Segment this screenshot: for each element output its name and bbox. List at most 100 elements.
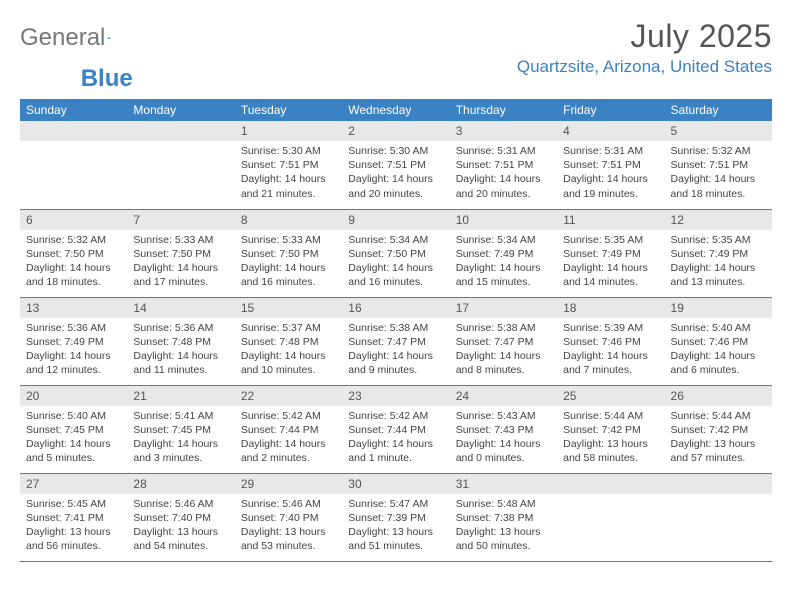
day-number: 10 — [450, 210, 557, 230]
day-info: Sunrise: 5:45 AMSunset: 7:41 PMDaylight:… — [20, 494, 127, 559]
calendar-header-row: SundayMondayTuesdayWednesdayThursdayFrid… — [20, 99, 772, 121]
day-number: 14 — [127, 298, 234, 318]
day-number: 23 — [342, 386, 449, 406]
day-number: 19 — [665, 298, 772, 318]
day-number-empty — [20, 121, 127, 141]
brand-blue: Blue — [81, 65, 133, 93]
day-info: Sunrise: 5:33 AMSunset: 7:50 PMDaylight:… — [127, 230, 234, 295]
calendar-week-row: 13Sunrise: 5:36 AMSunset: 7:49 PMDayligh… — [20, 297, 772, 385]
calendar-cell: 9Sunrise: 5:34 AMSunset: 7:50 PMDaylight… — [342, 209, 449, 297]
wave-icon — [107, 29, 111, 47]
brand-general: General — [20, 24, 105, 52]
day-info: Sunrise: 5:39 AMSunset: 7:46 PMDaylight:… — [557, 318, 664, 383]
calendar-cell: 20Sunrise: 5:40 AMSunset: 7:45 PMDayligh… — [20, 385, 127, 473]
calendar-cell: 23Sunrise: 5:42 AMSunset: 7:44 PMDayligh… — [342, 385, 449, 473]
weekday-header: Wednesday — [342, 99, 449, 121]
day-number: 27 — [20, 474, 127, 494]
calendar-cell: 21Sunrise: 5:41 AMSunset: 7:45 PMDayligh… — [127, 385, 234, 473]
calendar-cell: 18Sunrise: 5:39 AMSunset: 7:46 PMDayligh… — [557, 297, 664, 385]
calendar-cell-empty — [557, 473, 664, 561]
calendar-cell: 4Sunrise: 5:31 AMSunset: 7:51 PMDaylight… — [557, 121, 664, 209]
day-number: 6 — [20, 210, 127, 230]
location-subtitle: Quartzsite, Arizona, United States — [517, 57, 772, 77]
calendar-cell: 30Sunrise: 5:47 AMSunset: 7:39 PMDayligh… — [342, 473, 449, 561]
day-info: Sunrise: 5:43 AMSunset: 7:43 PMDaylight:… — [450, 406, 557, 471]
day-number: 25 — [557, 386, 664, 406]
calendar-cell: 7Sunrise: 5:33 AMSunset: 7:50 PMDaylight… — [127, 209, 234, 297]
day-number-empty — [127, 121, 234, 141]
calendar-cell: 11Sunrise: 5:35 AMSunset: 7:49 PMDayligh… — [557, 209, 664, 297]
calendar-cell: 14Sunrise: 5:36 AMSunset: 7:48 PMDayligh… — [127, 297, 234, 385]
day-info: Sunrise: 5:36 AMSunset: 7:48 PMDaylight:… — [127, 318, 234, 383]
calendar-cell: 12Sunrise: 5:35 AMSunset: 7:49 PMDayligh… — [665, 209, 772, 297]
day-info: Sunrise: 5:46 AMSunset: 7:40 PMDaylight:… — [235, 494, 342, 559]
day-info: Sunrise: 5:34 AMSunset: 7:50 PMDaylight:… — [342, 230, 449, 295]
day-number: 8 — [235, 210, 342, 230]
calendar-cell-empty — [127, 121, 234, 209]
day-number: 21 — [127, 386, 234, 406]
weekday-header: Saturday — [665, 99, 772, 121]
day-number: 20 — [20, 386, 127, 406]
day-info: Sunrise: 5:40 AMSunset: 7:46 PMDaylight:… — [665, 318, 772, 383]
day-info: Sunrise: 5:46 AMSunset: 7:40 PMDaylight:… — [127, 494, 234, 559]
calendar-cell-empty — [665, 473, 772, 561]
calendar-body: 1Sunrise: 5:30 AMSunset: 7:51 PMDaylight… — [20, 121, 772, 561]
day-info: Sunrise: 5:38 AMSunset: 7:47 PMDaylight:… — [342, 318, 449, 383]
day-number: 22 — [235, 386, 342, 406]
weekday-header: Sunday — [20, 99, 127, 121]
weekday-header: Monday — [127, 99, 234, 121]
weekday-header: Tuesday — [235, 99, 342, 121]
day-info: Sunrise: 5:32 AMSunset: 7:50 PMDaylight:… — [20, 230, 127, 295]
calendar-cell: 15Sunrise: 5:37 AMSunset: 7:48 PMDayligh… — [235, 297, 342, 385]
day-info: Sunrise: 5:42 AMSunset: 7:44 PMDaylight:… — [235, 406, 342, 471]
day-number: 24 — [450, 386, 557, 406]
day-info: Sunrise: 5:41 AMSunset: 7:45 PMDaylight:… — [127, 406, 234, 471]
calendar-cell: 3Sunrise: 5:31 AMSunset: 7:51 PMDaylight… — [450, 121, 557, 209]
calendar-cell: 13Sunrise: 5:36 AMSunset: 7:49 PMDayligh… — [20, 297, 127, 385]
day-info: Sunrise: 5:31 AMSunset: 7:51 PMDaylight:… — [557, 141, 664, 206]
calendar-table: SundayMondayTuesdayWednesdayThursdayFrid… — [20, 99, 772, 562]
calendar-cell: 17Sunrise: 5:38 AMSunset: 7:47 PMDayligh… — [450, 297, 557, 385]
calendar-cell: 6Sunrise: 5:32 AMSunset: 7:50 PMDaylight… — [20, 209, 127, 297]
calendar-cell: 28Sunrise: 5:46 AMSunset: 7:40 PMDayligh… — [127, 473, 234, 561]
calendar-week-row: 1Sunrise: 5:30 AMSunset: 7:51 PMDaylight… — [20, 121, 772, 209]
day-info: Sunrise: 5:48 AMSunset: 7:38 PMDaylight:… — [450, 494, 557, 559]
calendar-cell: 26Sunrise: 5:44 AMSunset: 7:42 PMDayligh… — [665, 385, 772, 473]
calendar-cell: 22Sunrise: 5:42 AMSunset: 7:44 PMDayligh… — [235, 385, 342, 473]
day-number: 1 — [235, 121, 342, 141]
calendar-cell: 5Sunrise: 5:32 AMSunset: 7:51 PMDaylight… — [665, 121, 772, 209]
day-info: Sunrise: 5:37 AMSunset: 7:48 PMDaylight:… — [235, 318, 342, 383]
day-number: 13 — [20, 298, 127, 318]
day-info: Sunrise: 5:34 AMSunset: 7:49 PMDaylight:… — [450, 230, 557, 295]
title-block: July 2025 Quartzsite, Arizona, United St… — [517, 18, 772, 77]
calendar-cell: 1Sunrise: 5:30 AMSunset: 7:51 PMDaylight… — [235, 121, 342, 209]
brand-logo: General — [20, 18, 131, 52]
day-info: Sunrise: 5:42 AMSunset: 7:44 PMDaylight:… — [342, 406, 449, 471]
day-number: 29 — [235, 474, 342, 494]
day-info: Sunrise: 5:35 AMSunset: 7:49 PMDaylight:… — [665, 230, 772, 295]
day-number: 9 — [342, 210, 449, 230]
day-info: Sunrise: 5:44 AMSunset: 7:42 PMDaylight:… — [557, 406, 664, 471]
day-number: 30 — [342, 474, 449, 494]
day-info: Sunrise: 5:38 AMSunset: 7:47 PMDaylight:… — [450, 318, 557, 383]
day-info: Sunrise: 5:36 AMSunset: 7:49 PMDaylight:… — [20, 318, 127, 383]
day-number: 7 — [127, 210, 234, 230]
day-number: 28 — [127, 474, 234, 494]
day-number: 15 — [235, 298, 342, 318]
calendar-cell: 27Sunrise: 5:45 AMSunset: 7:41 PMDayligh… — [20, 473, 127, 561]
calendar-week-row: 20Sunrise: 5:40 AMSunset: 7:45 PMDayligh… — [20, 385, 772, 473]
day-info: Sunrise: 5:47 AMSunset: 7:39 PMDaylight:… — [342, 494, 449, 559]
calendar-week-row: 27Sunrise: 5:45 AMSunset: 7:41 PMDayligh… — [20, 473, 772, 561]
day-number: 2 — [342, 121, 449, 141]
calendar-cell: 31Sunrise: 5:48 AMSunset: 7:38 PMDayligh… — [450, 473, 557, 561]
day-number: 18 — [557, 298, 664, 318]
calendar-cell: 29Sunrise: 5:46 AMSunset: 7:40 PMDayligh… — [235, 473, 342, 561]
calendar-cell: 2Sunrise: 5:30 AMSunset: 7:51 PMDaylight… — [342, 121, 449, 209]
day-info: Sunrise: 5:31 AMSunset: 7:51 PMDaylight:… — [450, 141, 557, 206]
day-info: Sunrise: 5:33 AMSunset: 7:50 PMDaylight:… — [235, 230, 342, 295]
weekday-header: Thursday — [450, 99, 557, 121]
day-info: Sunrise: 5:32 AMSunset: 7:51 PMDaylight:… — [665, 141, 772, 206]
weekday-header: Friday — [557, 99, 664, 121]
day-number: 31 — [450, 474, 557, 494]
day-number: 5 — [665, 121, 772, 141]
